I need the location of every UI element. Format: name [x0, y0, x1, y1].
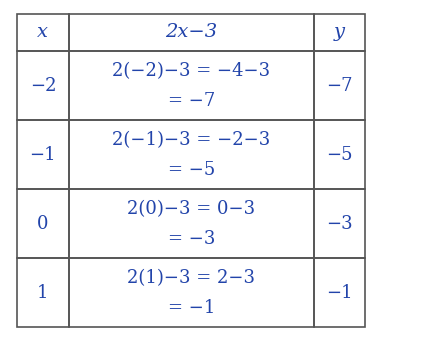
- Bar: [314, 258, 366, 327]
- Text: −3: −3: [326, 215, 353, 233]
- Text: −2: −2: [30, 77, 56, 95]
- Text: x: x: [37, 24, 49, 42]
- Bar: [314, 14, 366, 51]
- Text: 1: 1: [37, 284, 49, 302]
- Text: 2(−2)−3 = −4−3: 2(−2)−3 = −4−3: [112, 62, 270, 79]
- Bar: [17, 14, 69, 51]
- Text: = −1: = −1: [168, 299, 215, 317]
- Text: −5: −5: [326, 146, 353, 164]
- Text: 2x−3: 2x−3: [165, 24, 217, 42]
- Bar: [69, 14, 314, 51]
- Bar: [17, 51, 69, 120]
- Text: −7: −7: [326, 77, 353, 95]
- Text: = −3: = −3: [168, 230, 215, 248]
- Text: 2(−1)−3 = −2−3: 2(−1)−3 = −2−3: [112, 131, 270, 149]
- Bar: [17, 189, 69, 258]
- Bar: [69, 258, 314, 327]
- Text: −1: −1: [326, 284, 353, 302]
- Bar: [314, 120, 366, 189]
- Bar: [314, 189, 366, 258]
- Bar: [17, 258, 69, 327]
- Text: = −7: = −7: [168, 92, 215, 110]
- Text: 2(1)−3 = 2−3: 2(1)−3 = 2−3: [127, 269, 255, 287]
- Bar: [69, 120, 314, 189]
- Bar: [69, 51, 314, 120]
- Bar: [314, 51, 366, 120]
- Text: −1: −1: [30, 146, 56, 164]
- Text: y: y: [334, 24, 345, 42]
- Text: 0: 0: [37, 215, 49, 233]
- Bar: [17, 120, 69, 189]
- Text: 2(0)−3 = 0−3: 2(0)−3 = 0−3: [127, 199, 255, 218]
- Text: = −5: = −5: [168, 161, 215, 179]
- Bar: [69, 189, 314, 258]
